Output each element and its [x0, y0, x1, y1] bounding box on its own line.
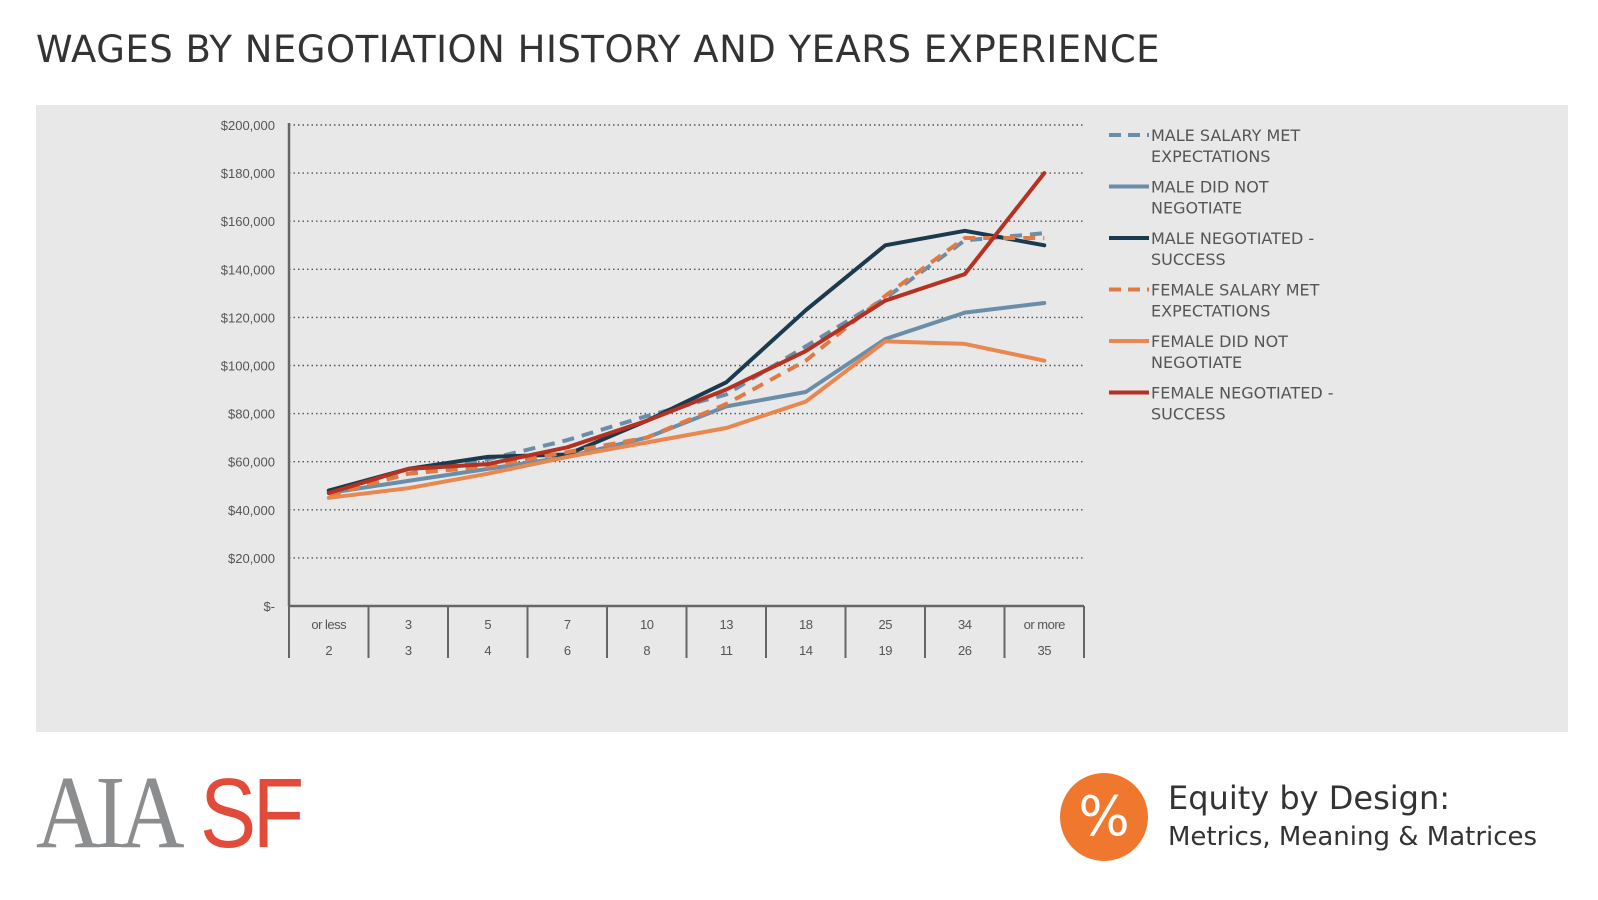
x-tick-label-lower: 6 — [564, 643, 571, 658]
aiasf-logo: AIA SF — [36, 755, 304, 870]
series-line — [326, 228, 1047, 493]
series-line — [328, 231, 1045, 498]
legend-label: MALE SALARY MET EXPECTATIONS — [1151, 126, 1300, 166]
chart-panel: $- $20,000 $40,000 $60,000 $80,000 $100,000 $1… — [36, 105, 1568, 732]
page-title: WAGES BY NEGOTIATION HISTORY AND YEARS E… — [36, 28, 1161, 71]
y-tick-label: $200,000 — [221, 118, 275, 133]
series-line — [326, 339, 1047, 500]
x-tick-label-lower: 35 — [1038, 643, 1052, 658]
x-tick-label-upper: 18 — [799, 617, 813, 632]
x-tick-label-upper: 3 — [405, 617, 412, 632]
equity-title: Equity by Design: — [1168, 779, 1451, 817]
x-tick-label-lower: 11 — [720, 643, 733, 658]
x-tick-label-lower: 19 — [879, 643, 893, 658]
x-tick-label-lower: 14 — [799, 643, 813, 658]
legend-label: FEMALE DID NOT NEGOTIATE — [1151, 332, 1288, 372]
percent-icon: % — [1060, 773, 1148, 861]
y-tick-label: $120,000 — [221, 310, 275, 325]
y-tick-label: $40,000 — [228, 503, 275, 518]
x-tick-label-upper: 34 — [958, 617, 972, 632]
legend-label: FEMALE NEGOTIATED -SUCCESS — [1151, 384, 1334, 424]
logo-sf-text: SF — [200, 758, 304, 868]
x-tick-label-lower: 4 — [484, 643, 491, 658]
y-tick-label: $80,000 — [228, 407, 275, 422]
legend-label: FEMALE SALARY MET EXPECTATIONS — [1151, 281, 1320, 321]
x-tick-label-upper: or less — [311, 617, 347, 632]
equity-subtitle: Metrics, Meaning & Matrices — [1168, 822, 1538, 852]
x-tick-label-upper: 13 — [720, 617, 734, 632]
series-line — [326, 171, 1047, 495]
x-tick-label-lower: 26 — [958, 643, 972, 658]
legend-label: MALE NEGOTIATED -SUCCESS — [1151, 229, 1314, 269]
y-tick-label: $140,000 — [221, 262, 275, 277]
y-tick-label: $20,000 — [228, 551, 275, 566]
x-tick-label-upper: 25 — [879, 617, 893, 632]
x-tick-label-lower: 8 — [643, 643, 650, 658]
x-tick-label-lower: 3 — [405, 643, 412, 658]
logo-aia-text: AIA — [36, 755, 185, 870]
y-tick-label: $100,000 — [221, 359, 275, 374]
line-chart: $- $20,000 $40,000 $60,000 $80,000 $100,000 $1… — [221, 118, 1334, 658]
x-tick-label-lower: 2 — [325, 643, 332, 658]
y-tick-label: $- — [263, 599, 275, 614]
x-tick-label-upper: 10 — [640, 617, 654, 632]
x-tick-label-upper: 5 — [484, 617, 491, 632]
y-tick-label: $180,000 — [221, 166, 275, 181]
x-tick-label-upper: 7 — [564, 617, 571, 632]
x-tick-label-upper: or more — [1024, 617, 1066, 632]
y-tick-label: $60,000 — [228, 455, 275, 470]
y-tick-label: $160,000 — [221, 214, 275, 229]
series-line — [328, 236, 1045, 498]
legend-label: MALE DID NOT NEGOTIATE — [1151, 178, 1269, 218]
